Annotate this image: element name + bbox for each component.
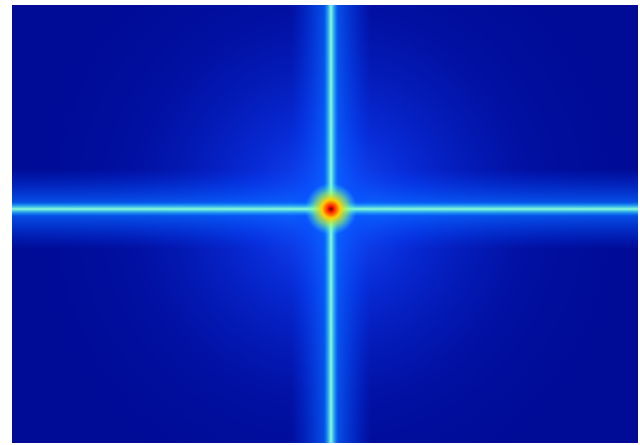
spectrum <box>12 5 638 443</box>
center-peak <box>305 183 357 235</box>
